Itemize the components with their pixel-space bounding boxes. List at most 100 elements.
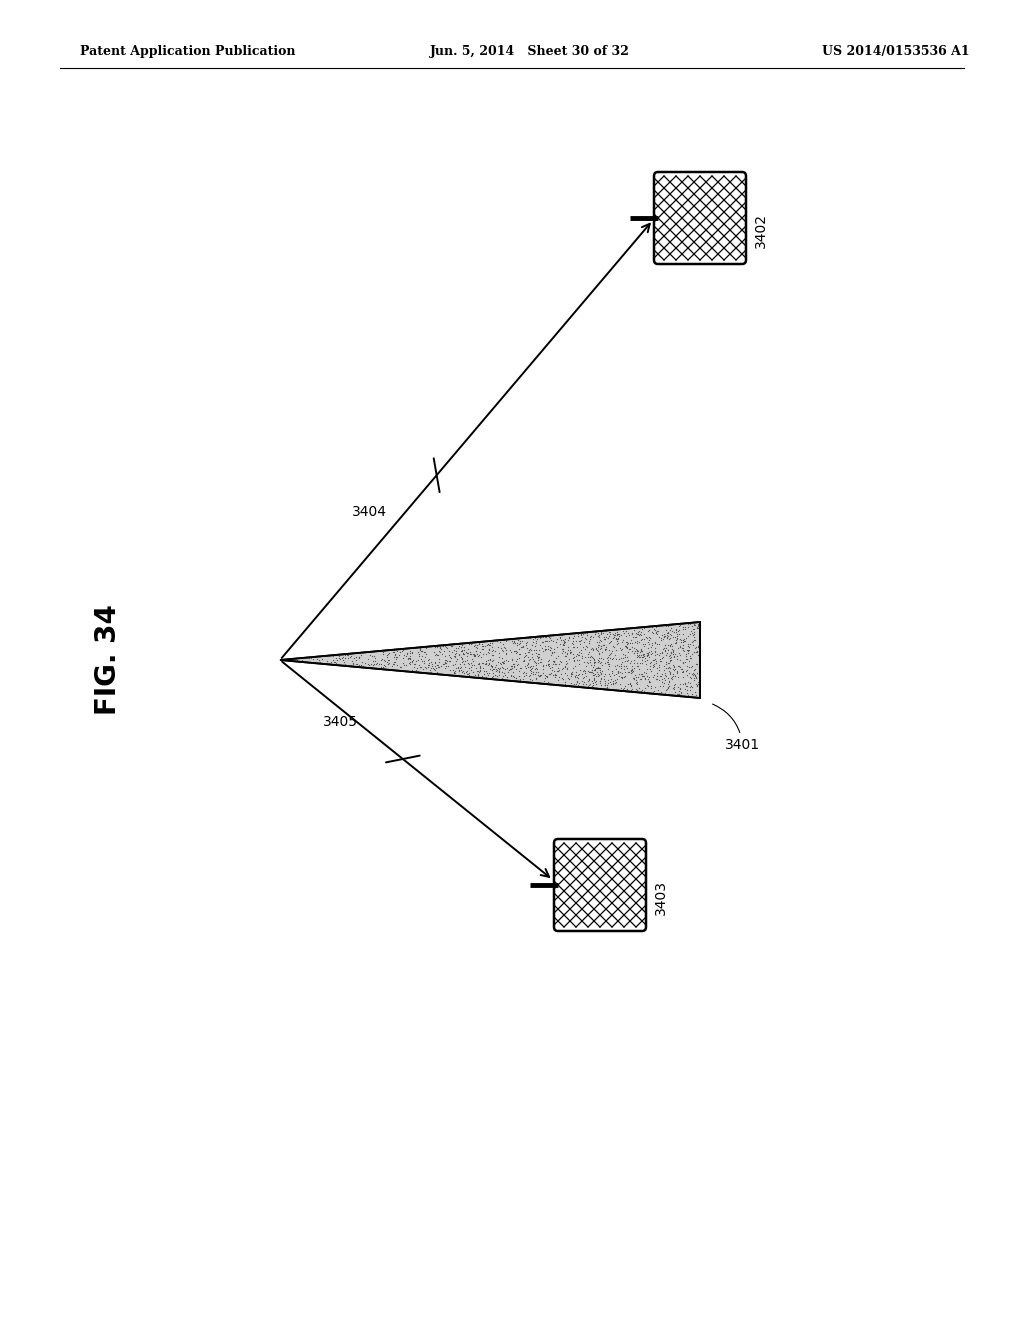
Point (586, 660, 602, 681)
Point (566, 667, 583, 688)
Point (548, 632, 564, 653)
Point (350, 655, 367, 676)
Point (577, 663, 593, 684)
Point (648, 665, 665, 686)
Point (680, 626, 696, 647)
Point (492, 631, 508, 652)
Point (345, 648, 361, 669)
Point (611, 623, 628, 644)
Point (524, 643, 541, 664)
Point (540, 639, 556, 660)
Point (599, 647, 615, 668)
Point (505, 669, 521, 690)
Point (605, 623, 622, 644)
Point (421, 655, 437, 676)
Point (586, 655, 602, 676)
Point (669, 645, 685, 667)
Point (493, 652, 509, 673)
Point (454, 659, 470, 680)
Point (662, 649, 678, 671)
Point (382, 659, 398, 680)
Point (470, 664, 486, 685)
Point (593, 622, 609, 643)
Point (591, 657, 607, 678)
Point (503, 659, 519, 680)
Point (645, 655, 662, 676)
Point (582, 647, 598, 668)
Point (574, 645, 591, 667)
Point (335, 655, 351, 676)
Point (509, 655, 525, 676)
Point (686, 664, 702, 685)
Point (431, 640, 447, 661)
Point (687, 665, 703, 686)
Point (663, 664, 679, 685)
Point (335, 644, 351, 665)
Point (450, 648, 466, 669)
Point (663, 615, 679, 636)
Point (521, 628, 538, 649)
Point (476, 663, 493, 684)
Point (682, 612, 698, 634)
Point (547, 665, 563, 686)
Point (590, 652, 606, 673)
Point (451, 635, 467, 656)
Point (684, 623, 700, 644)
Point (583, 626, 599, 647)
Point (470, 664, 486, 685)
Point (538, 639, 554, 660)
Point (345, 653, 361, 675)
Point (605, 671, 622, 692)
Point (515, 635, 531, 656)
Point (526, 635, 543, 656)
Point (671, 619, 687, 640)
Point (620, 647, 636, 668)
Point (593, 636, 609, 657)
Point (474, 639, 490, 660)
Point (508, 642, 524, 663)
Point (373, 640, 389, 661)
Point (449, 638, 465, 659)
Point (427, 645, 443, 667)
Point (556, 632, 572, 653)
Point (630, 622, 646, 643)
Point (580, 647, 596, 668)
Point (665, 640, 681, 661)
Point (406, 653, 422, 675)
Point (454, 652, 470, 673)
Point (659, 677, 676, 698)
Point (542, 639, 558, 660)
Point (686, 686, 702, 708)
Point (490, 664, 507, 685)
Point (656, 626, 673, 647)
Point (623, 630, 639, 651)
Point (543, 661, 559, 682)
Point (664, 636, 680, 657)
Point (574, 623, 591, 644)
Point (337, 644, 353, 665)
Point (478, 653, 495, 675)
Point (532, 664, 549, 685)
Point (291, 651, 307, 672)
Point (634, 628, 650, 649)
Point (337, 644, 353, 665)
Point (615, 677, 632, 698)
Point (400, 647, 417, 668)
Point (616, 655, 633, 676)
Point (495, 657, 511, 678)
Point (690, 647, 707, 668)
Point (596, 634, 612, 655)
Point (415, 663, 431, 684)
Point (554, 624, 570, 645)
Point (431, 642, 447, 663)
Point (418, 643, 434, 664)
Point (566, 626, 583, 647)
Point (407, 661, 423, 682)
Point (628, 680, 644, 701)
Point (425, 657, 441, 678)
Point (592, 677, 608, 698)
Point (588, 671, 604, 692)
Point (578, 622, 594, 643)
Point (510, 639, 526, 660)
Point (326, 649, 342, 671)
